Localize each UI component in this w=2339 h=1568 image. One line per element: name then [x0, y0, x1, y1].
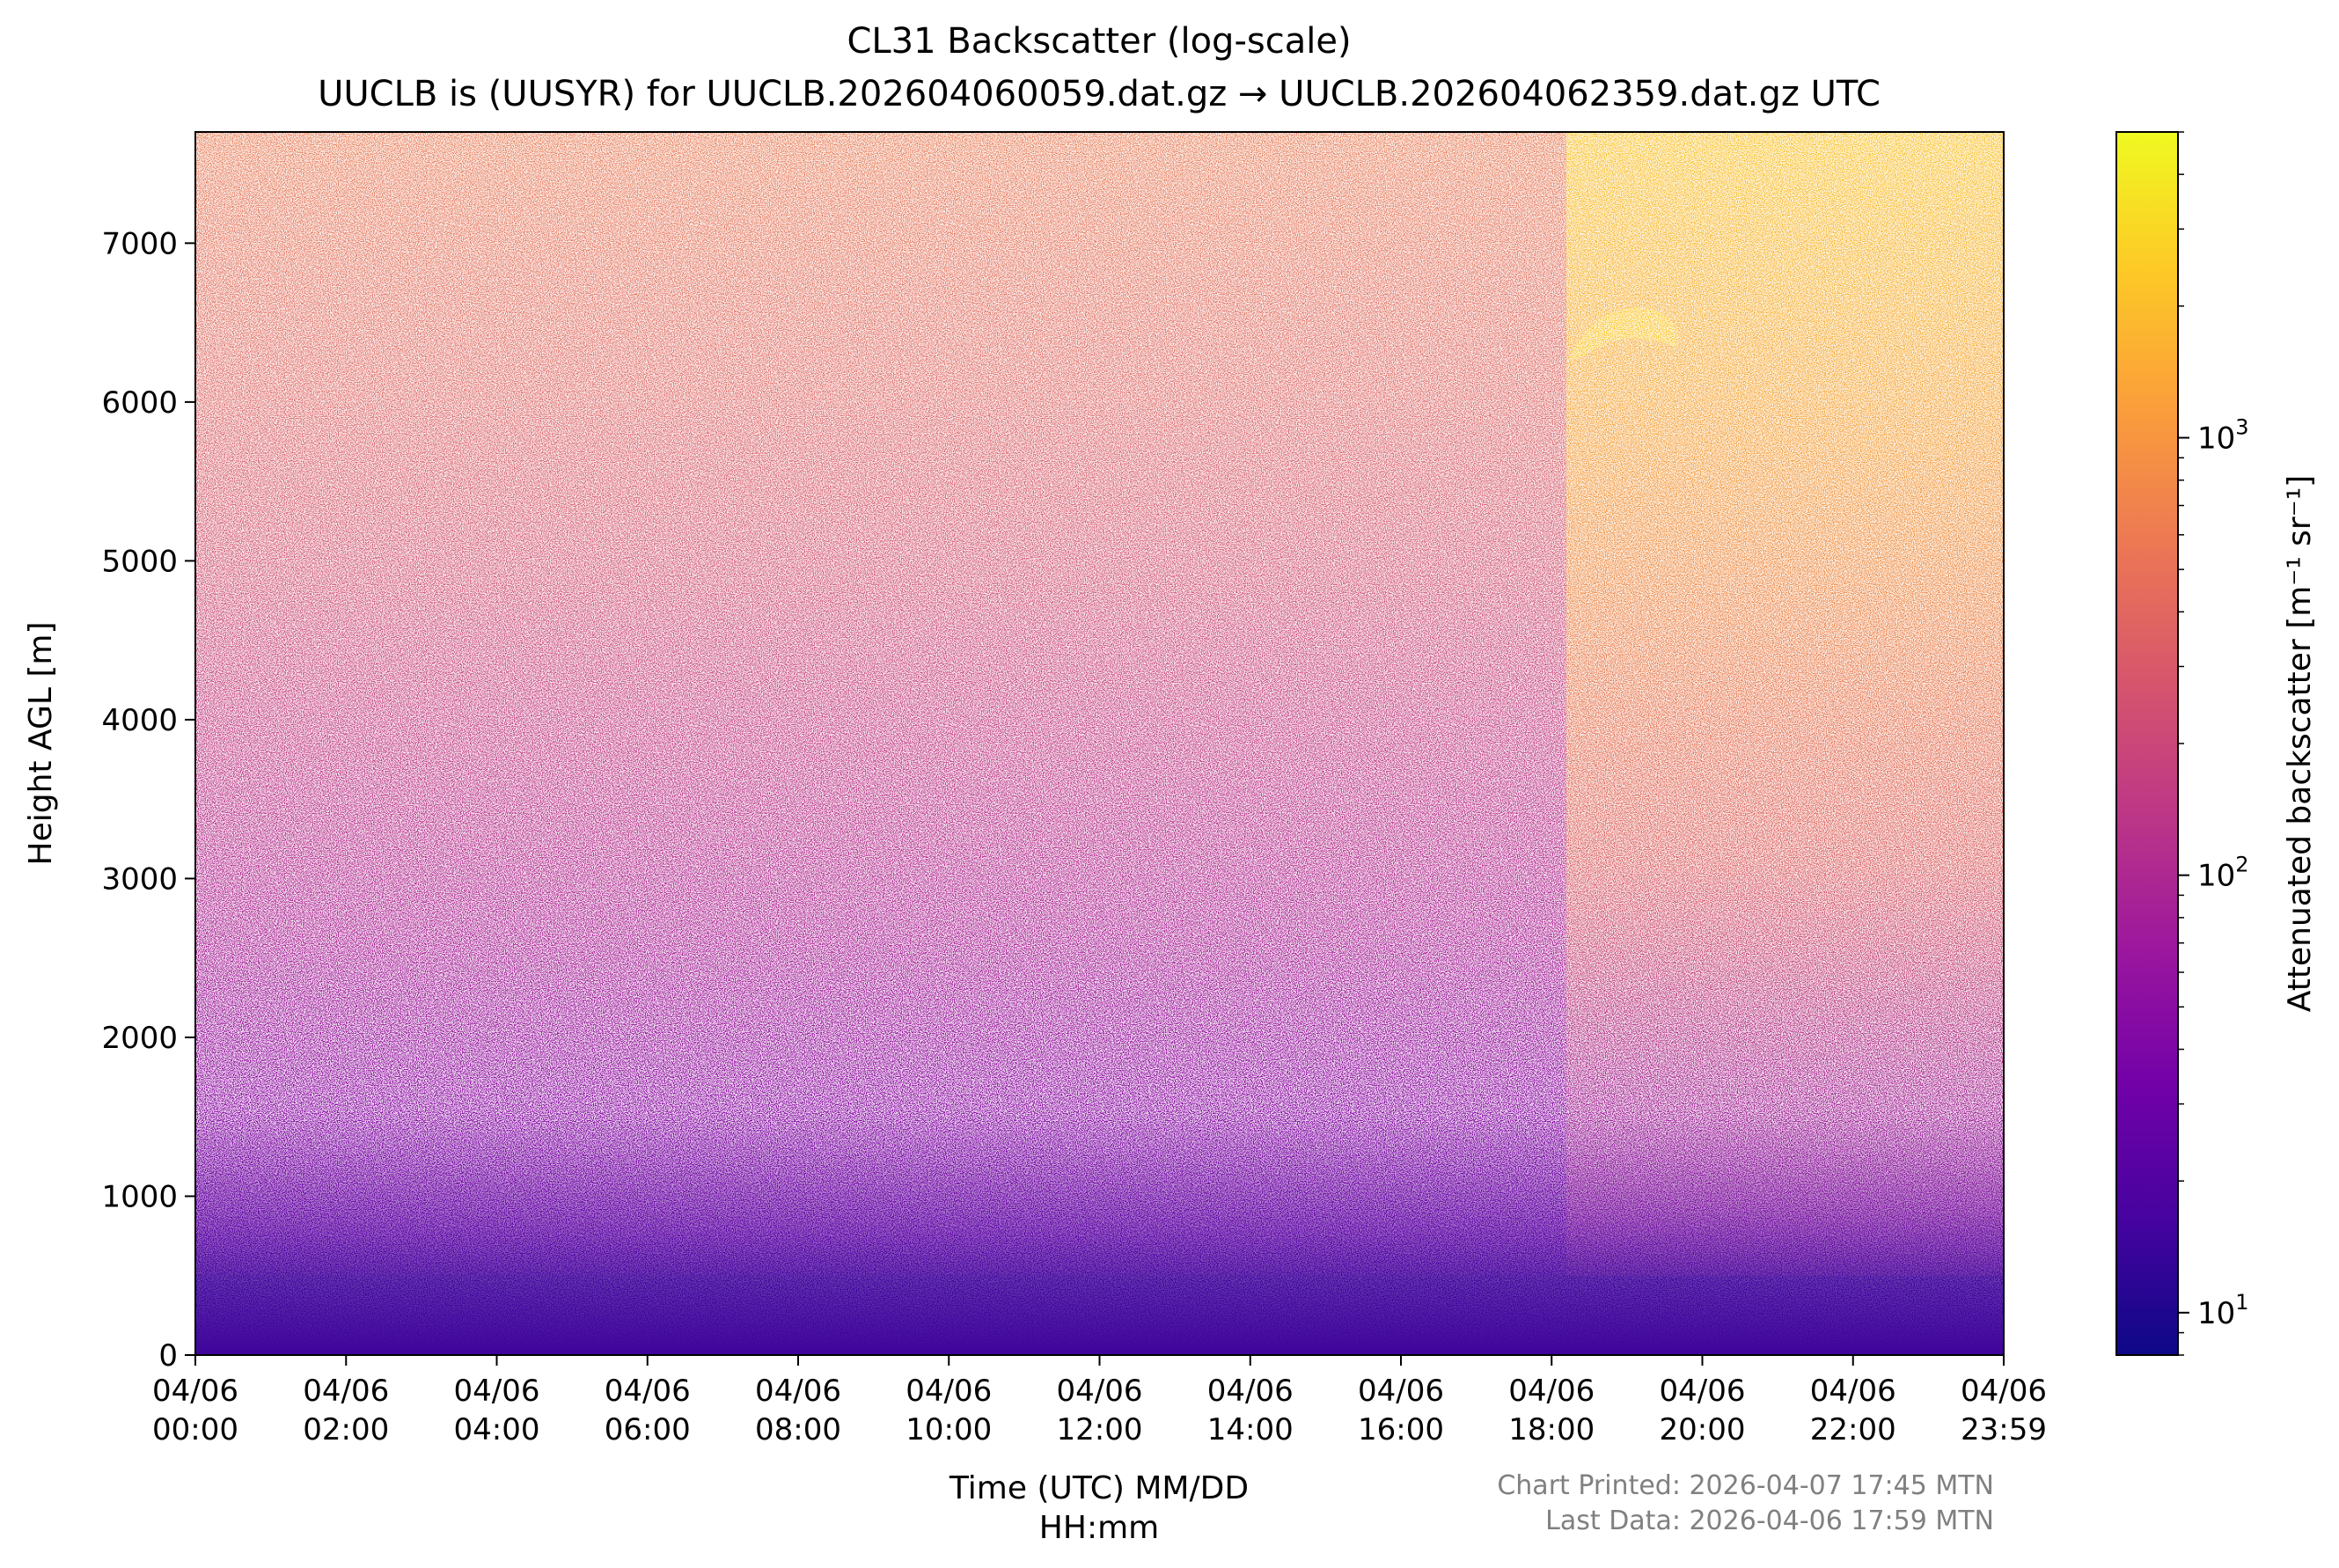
x-tick-time-label: 00:00	[152, 1412, 238, 1447]
x-axis-label-line1: Time (UTC) MM/DD	[949, 1470, 1249, 1506]
speckle-noise	[195, 132, 2004, 1355]
x-tick-time-label: 23:59	[1961, 1412, 2047, 1447]
x-tick-date-label: 04/06	[303, 1374, 389, 1409]
x-tick-date-label: 04/06	[1961, 1374, 2047, 1409]
x-tick-time-label: 20:00	[1660, 1412, 1746, 1447]
heatmap-field	[195, 132, 2004, 1355]
x-tick-date-label: 04/06	[1810, 1374, 1896, 1409]
x-tick-date-label: 04/06	[1358, 1374, 1444, 1409]
colorbar-tick-label: 102	[2197, 853, 2249, 894]
x-axis-label-line2: HH:mm	[1039, 1510, 1159, 1546]
x-tick-time-label: 16:00	[1358, 1412, 1444, 1447]
x-axis: 04/0600:0004/0602:0004/0604:0004/0606:00…	[152, 1355, 2047, 1447]
x-tick-date-label: 04/06	[1057, 1374, 1143, 1409]
colorbar-tick-label: 101	[2197, 1290, 2249, 1331]
x-tick-time-label: 18:00	[1508, 1412, 1595, 1447]
colorbar-tick-exponent: 3	[2235, 415, 2248, 440]
colorbar-tick-base: 10	[2197, 1296, 2235, 1331]
colorbar-label: Attenuated backscatter [m⁻¹ sr⁻¹]	[2282, 475, 2318, 1012]
colorbar-tick-base: 10	[2197, 421, 2235, 457]
x-tick-time-label: 06:00	[605, 1412, 691, 1447]
y-tick-label: 0	[158, 1338, 178, 1374]
colorbar-tick-base: 10	[2197, 859, 2235, 894]
y-axis: 0 1000 2000 3000 4000 5000 6000 7000	[101, 226, 195, 1374]
y-tick-label: 6000	[101, 385, 178, 421]
y-tick-label: 7000	[101, 226, 178, 261]
x-tick-date-label: 04/06	[906, 1374, 992, 1409]
chart-printed-note: Chart Printed: 2026-04-07 17:45 MTN	[1497, 1470, 1994, 1501]
x-tick-time-label: 14:00	[1207, 1412, 1294, 1447]
chart-subtitle: UUCLB is (UUSYR) for UUCLB.202604060059.…	[318, 74, 1881, 114]
x-tick-date-label: 04/06	[152, 1374, 238, 1409]
y-tick-label: 2000	[101, 1021, 178, 1056]
x-tick-date-label: 04/06	[755, 1374, 841, 1409]
chart-title: CL31 Backscatter (log-scale)	[847, 21, 1351, 62]
x-tick-time-label: 10:00	[906, 1412, 992, 1447]
x-tick-date-label: 04/06	[605, 1374, 691, 1409]
x-tick-time-label: 08:00	[755, 1412, 841, 1447]
y-tick-label: 3000	[101, 861, 178, 897]
colorbar-tick-exponent: 1	[2235, 1290, 2248, 1315]
colorbar-tick-exponent: 2	[2235, 853, 2248, 877]
x-tick-time-label: 22:00	[1810, 1412, 1896, 1447]
x-tick-time-label: 02:00	[303, 1412, 389, 1447]
colorbar	[2115, 131, 2179, 1356]
y-tick-label: 4000	[101, 703, 178, 738]
x-tick-date-label: 04/06	[1207, 1374, 1294, 1409]
x-tick-time-label: 04:00	[454, 1412, 540, 1447]
x-tick-date-label: 04/06	[454, 1374, 540, 1409]
y-axis-label: Height AGL [m]	[23, 622, 59, 866]
y-tick-label: 1000	[101, 1179, 178, 1214]
y-tick-label: 5000	[101, 544, 178, 579]
x-tick-date-label: 04/06	[1660, 1374, 1746, 1409]
x-tick-date-label: 04/06	[1508, 1374, 1595, 1409]
colorbar-tick-label: 103	[2197, 415, 2249, 457]
x-tick-time-label: 12:00	[1057, 1412, 1143, 1447]
last-data-note: Last Data: 2026-04-06 17:59 MTN	[1545, 1506, 1994, 1536]
